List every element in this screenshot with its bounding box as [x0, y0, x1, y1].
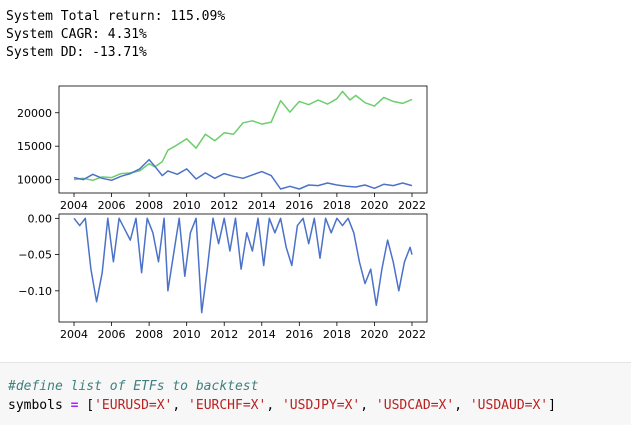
- equity-chart-xtick-label-2010: 2010: [173, 199, 201, 212]
- code-sep-3: ,: [454, 398, 470, 413]
- drawdown-chart-xtick-label-2010: 2010: [173, 328, 201, 341]
- equity-chart-series-blue: [73, 158, 413, 190]
- equity-chart: 2004 2006 2008 2010 2012 2014 2016 2018 2020 2022…: [17, 85, 428, 212]
- equity-chart-xtick-label-2020: 2020: [360, 199, 388, 212]
- code-cell[interactable]: #define list of ETFs to backtest symbols…: [0, 362, 631, 425]
- drawdown-line: System DD: -13.71%: [6, 45, 147, 60]
- drawdown-chart-ytick-label-0: 0.00: [28, 212, 53, 225]
- drawdown-chart-xtick-label-2008: 2008: [135, 328, 163, 341]
- charts-figure: 2004 2006 2008 2010 2012 2014 2016 2018 2020 2022…: [17, 85, 428, 341]
- code-comment: #define list of ETFs to backtest: [8, 379, 259, 394]
- code-string-1: 'EURCHF=X': [188, 398, 267, 413]
- drawdown-chart-xtick-label-2006: 2006: [98, 328, 126, 341]
- equity-chart-xtick-label-2004: 2004: [60, 199, 88, 212]
- equity-chart-xtick-label-2014: 2014: [248, 199, 276, 212]
- code-variable: symbols: [8, 398, 71, 413]
- cell-output: System Total return: 115.09% System CAGR:…: [6, 8, 428, 341]
- drawdown-chart-xtick-label-2004: 2004: [60, 328, 88, 341]
- equity-chart-xtick-label-2008: 2008: [135, 199, 163, 212]
- equity-chart-xtick-label-2016: 2016: [285, 199, 313, 212]
- equity-chart-ytick-label-1: 15000: [17, 140, 52, 153]
- code-sep-2: ,: [360, 398, 376, 413]
- total-return-line: System Total return: 115.09%: [6, 9, 226, 24]
- equity-chart-xtick-label-2012: 2012: [210, 199, 238, 212]
- code-string-4: 'USDAUD=X': [469, 398, 549, 413]
- code-string-0: 'EURUSD=X': [94, 398, 173, 413]
- drawdown-chart-xtick-label-2016: 2016: [285, 328, 313, 341]
- drawdown-chart-ytick-label-1: −0.05: [18, 249, 52, 262]
- code-editor[interactable]: #define list of ETFs to backtest symbols…: [8, 377, 556, 415]
- drawdown-chart-xtick-label-2018: 2018: [323, 328, 351, 341]
- drawdown-chart-ytick-label-2: −0.10: [18, 285, 52, 298]
- code-bracket-close: ]: [548, 398, 556, 413]
- code-string-3: 'USDCAD=X': [375, 398, 455, 413]
- drawdown-chart-xtick-label-2014: 2014: [248, 328, 276, 341]
- code-sep-1: ,: [266, 398, 282, 413]
- cagr-line: System CAGR: 4.31%: [6, 27, 147, 42]
- drawdown-chart-xtick-label-2012: 2012: [210, 328, 238, 341]
- equity-chart-frame: [58, 85, 428, 194]
- stdout-text: System Total return: 115.09% System CAGR:…: [6, 8, 225, 62]
- equity-chart-series-green: [73, 90, 413, 182]
- equity-chart-xtick-label-2018: 2018: [323, 199, 351, 212]
- equity-chart-xtick-label-2022: 2022: [398, 199, 426, 212]
- equity-chart-xtick-label-2006: 2006: [98, 199, 126, 212]
- code-operator: =: [70, 398, 79, 413]
- drawdown-chart-xtick-label-2022: 2022: [398, 328, 426, 341]
- drawdown-chart: 2004 2006 2008 2010 2012 2014 2016 2018 2020 2022…: [18, 212, 428, 341]
- equity-chart-ytick-label-0: 10000: [17, 174, 52, 187]
- code-sep-0: ,: [172, 398, 189, 413]
- drawdown-chart-xtick-label-2020: 2020: [360, 328, 388, 341]
- drawdown-chart-frame: [58, 213, 428, 323]
- equity-chart-ytick-label-2: 20000: [17, 107, 52, 120]
- code-string-2: 'USDJPY=X': [281, 398, 361, 413]
- code-bracket-open: [: [78, 398, 95, 413]
- drawdown-chart-series-blue: [73, 217, 413, 314]
